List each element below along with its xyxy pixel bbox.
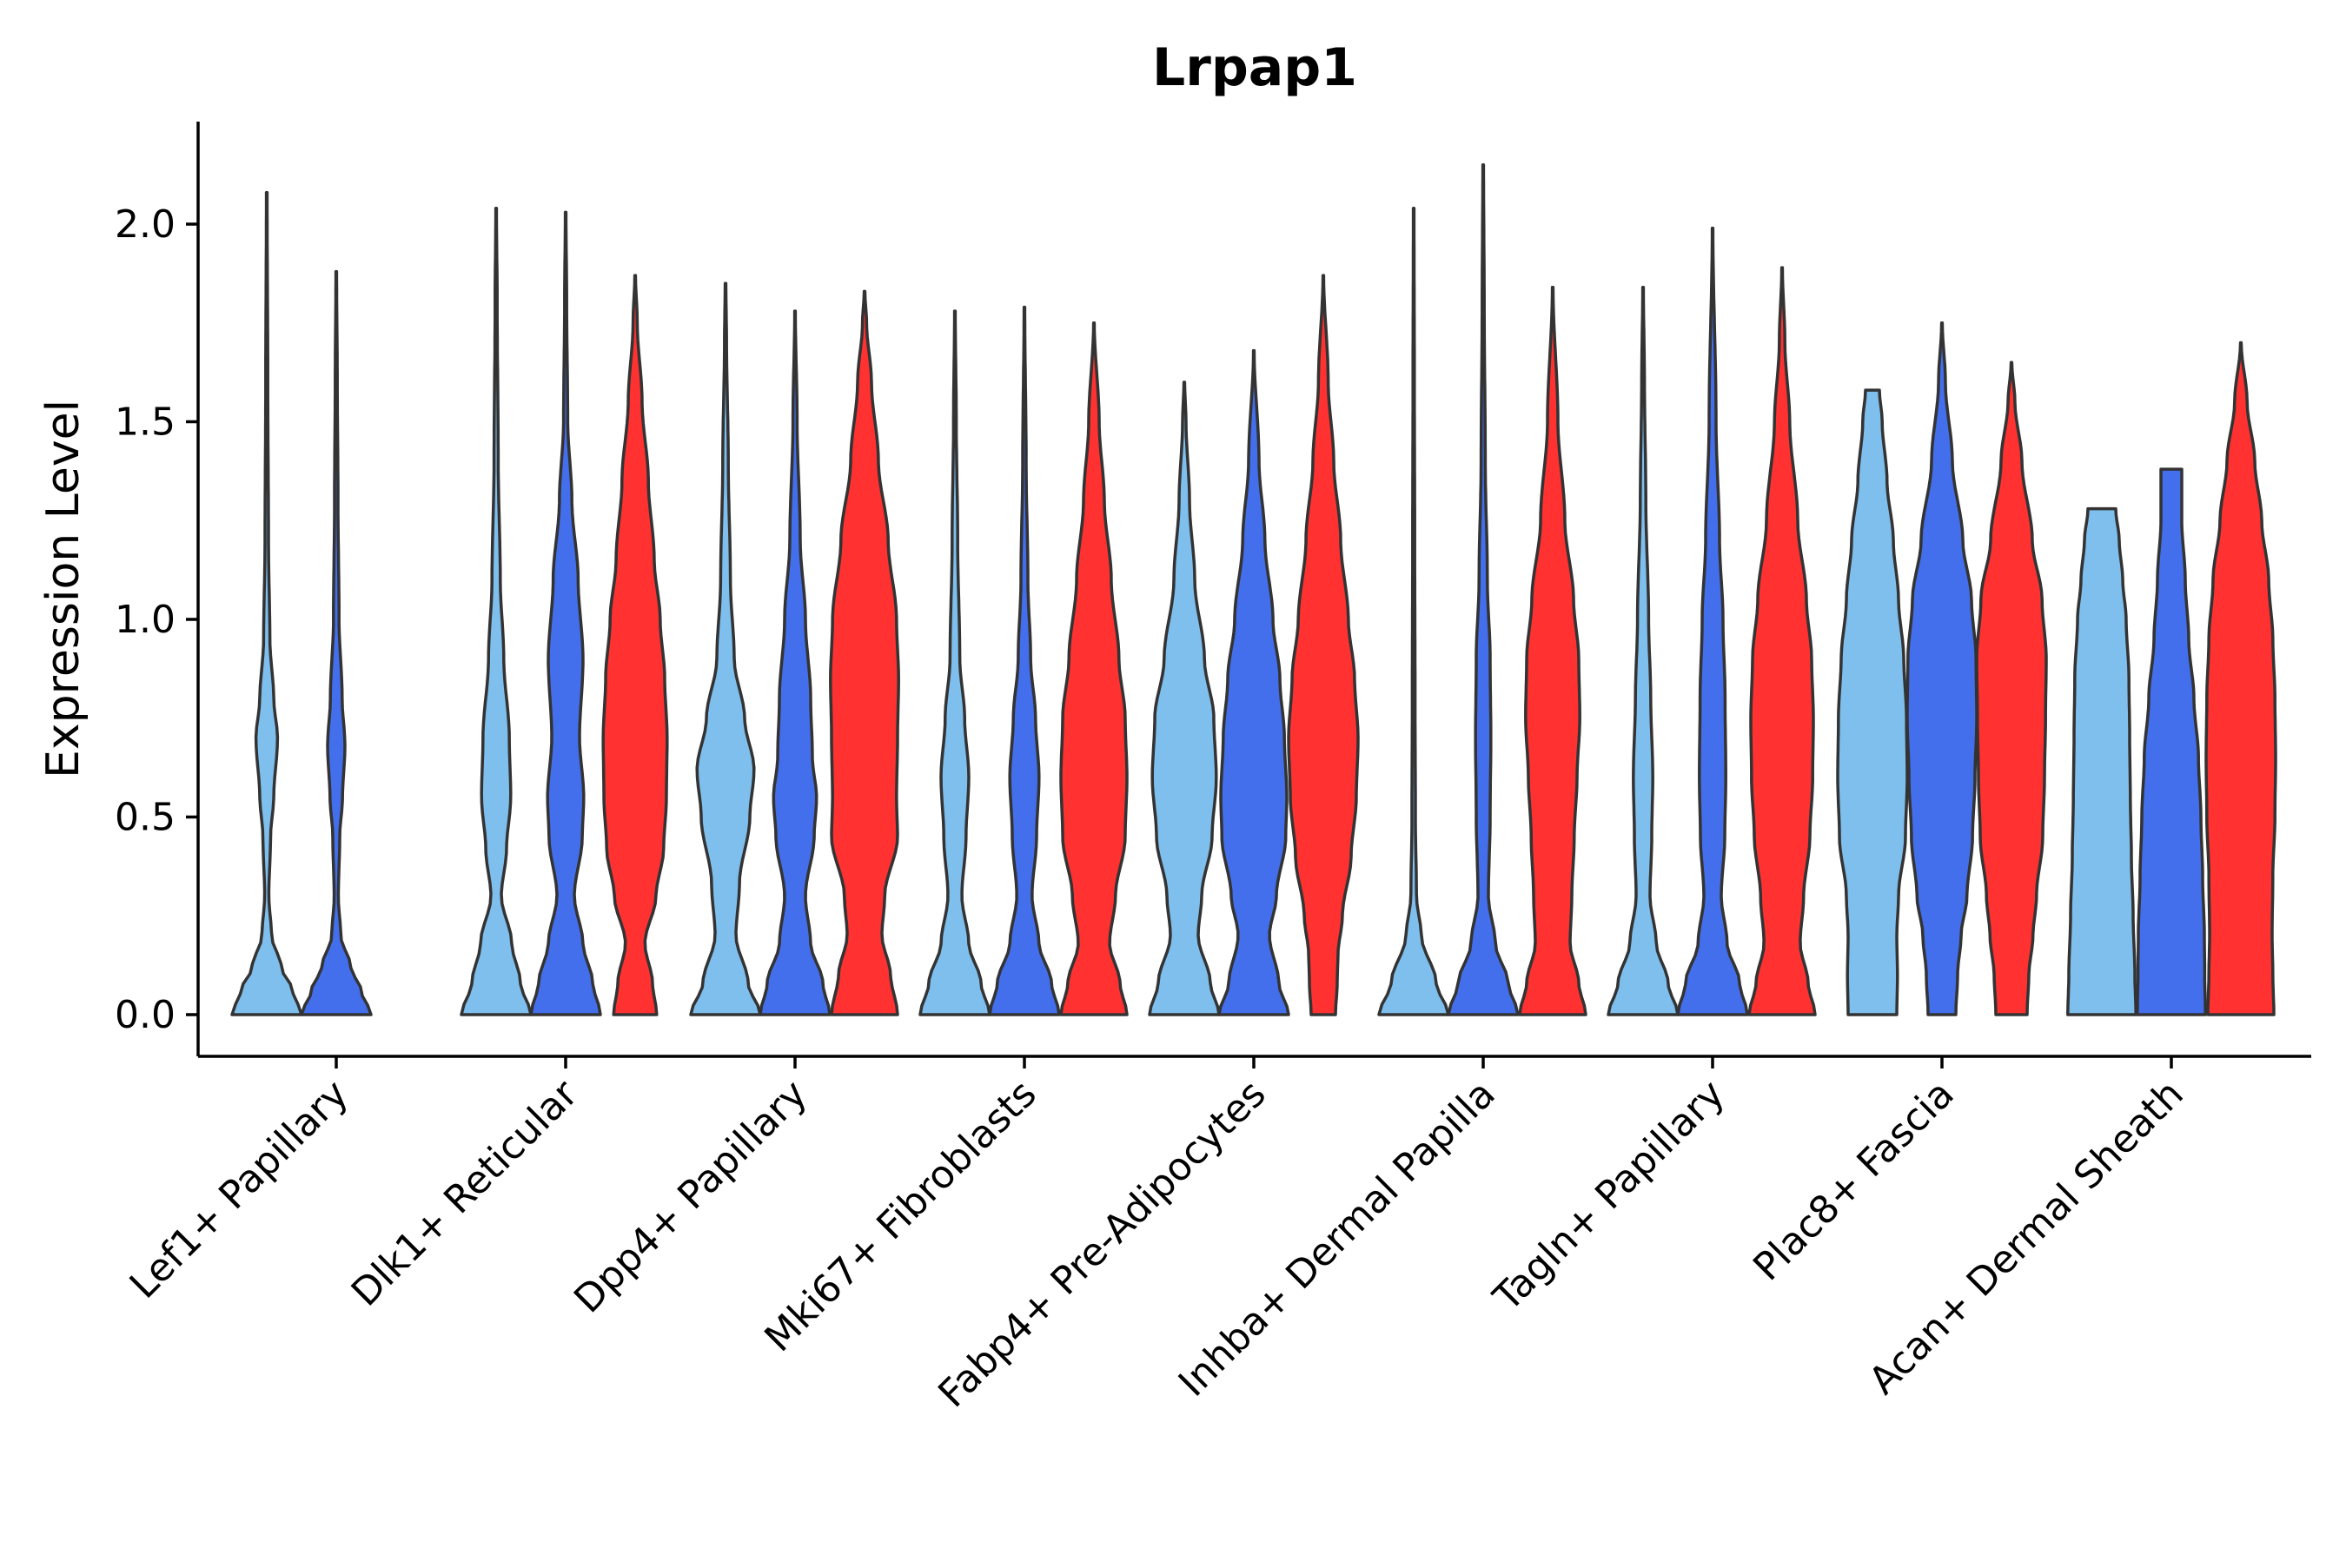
- violin-dpp4-papillary-group-3: [829, 289, 900, 1016]
- violin-acan-dermal-sheath-group-1: [2066, 506, 2137, 1016]
- violin-fabp4-pre-adipocytes-group-1: [1148, 380, 1221, 1016]
- violin-tagln-papillary-group-2: [1676, 226, 1749, 1016]
- violin-dpp4-papillary-group-2: [759, 309, 832, 1016]
- x-tick-label-dpp4-papillary: Dpp4+ Papillary: [566, 1072, 816, 1322]
- violin-tagln-papillary-group-3: [1747, 266, 1817, 1016]
- violin-acan-dermal-sheath-group-2: [2136, 467, 2207, 1016]
- violin-dpp4-papillary-group-1: [689, 281, 762, 1016]
- violin-dlk1-reticular-group-3: [601, 274, 669, 1016]
- violin-fabp4-pre-adipocytes-group-2: [1217, 348, 1290, 1016]
- x-tick-label-dlk1-reticular: Dlk1+ Reticular: [343, 1071, 587, 1315]
- violin-tagln-papillary-group-1: [1607, 286, 1680, 1016]
- violin-dlk1-reticular-group-2: [529, 210, 602, 1016]
- violin-plac8-fascia-group-3: [1975, 361, 2048, 1016]
- violin-mki67-fibroblasts-group-2: [988, 305, 1061, 1016]
- x-tick-label-tagln-papillary: Tagln+ Papillary: [1485, 1072, 1733, 1320]
- y-tick-label: 2.0: [115, 202, 176, 247]
- violin-plac8-fascia-group-2: [1905, 321, 1978, 1016]
- x-tick-label-plac8-fascia: Plac8+ Fascia: [1745, 1072, 1963, 1290]
- y-tick-label: 1.5: [115, 400, 176, 445]
- y-axis-label: Expression Level: [37, 400, 89, 778]
- y-tick-label: 0.0: [115, 993, 176, 1037]
- y-tick-label: 0.5: [115, 796, 176, 840]
- x-tick-label-lef1-papillary: Lef1+ Papillary: [122, 1072, 357, 1307]
- violin-inhba-dermal-papilla-group-3: [1518, 286, 1587, 1016]
- violin-fabp4-pre-adipocytes-group-3: [1287, 274, 1360, 1016]
- violins-layer: [230, 163, 2277, 1016]
- violin-lef1-papillary-group-1: [230, 190, 303, 1016]
- violin-mki67-fibroblasts-group-3: [1059, 321, 1129, 1016]
- violin-dlk1-reticular-group-1: [460, 207, 533, 1016]
- violin-mki67-fibroblasts-group-1: [918, 309, 991, 1016]
- violin-lef1-papillary-group-2: [300, 269, 373, 1016]
- violin-plac8-fascia-group-1: [1836, 388, 1909, 1016]
- y-tick-label: 1.0: [115, 598, 176, 642]
- chart-title: Lrpap1: [1152, 37, 1357, 98]
- violin-acan-dermal-sheath-group-3: [2204, 341, 2277, 1016]
- violin-inhba-dermal-papilla-group-1: [1377, 207, 1450, 1016]
- violin-inhba-dermal-papilla-group-2: [1447, 163, 1520, 1016]
